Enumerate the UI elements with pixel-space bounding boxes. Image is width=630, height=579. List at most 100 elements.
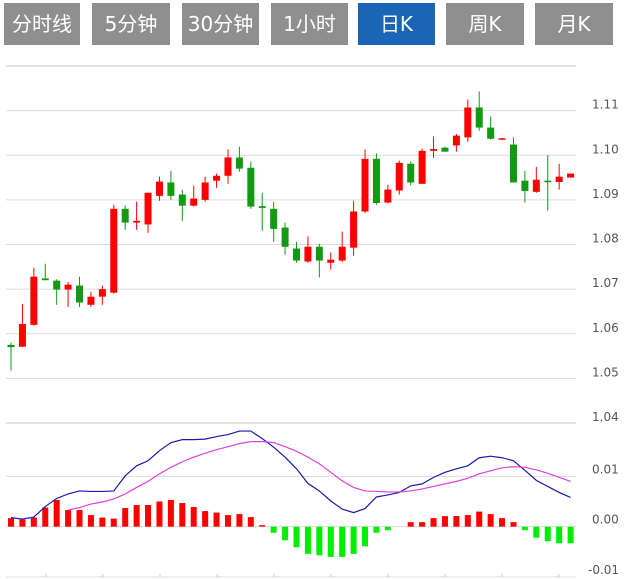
histogram-bar [556,526,563,544]
histogram-bar [487,514,494,527]
histogram-bar [384,526,391,531]
candle-up [532,179,540,192]
candle-down [53,280,61,290]
candle-down [475,107,483,128]
histogram-bar [247,517,254,527]
candle-up [567,173,575,178]
histogram-bar [42,507,49,527]
dif-line [10,430,571,520]
candle-down [293,248,300,261]
price-tick-label: 1.05 [592,365,619,379]
tab-monthly-k[interactable]: 月K [535,3,613,45]
macd-tick-label: -0.01 [588,563,619,577]
candle-up [87,296,95,305]
histogram-bar [133,505,140,527]
candle-up [144,192,152,225]
candle-down [7,344,15,348]
price-tick-label: 1.04 [592,410,619,424]
candle-down [521,180,529,191]
histogram-bar [202,511,209,527]
candle-up [98,289,106,297]
candle-up [350,211,358,248]
histogram-bar [476,511,483,527]
histogram-bar [567,526,574,544]
histogram-bar [327,526,334,557]
tab-30min[interactable]: 30分钟 [182,3,259,45]
tab-5min[interactable]: 5分钟 [92,3,170,45]
histogram-bar [339,526,346,557]
candle-up [395,162,403,191]
tab-1hour[interactable]: 1小时 [271,3,348,45]
candle-down [372,158,380,203]
histogram-bar [441,516,448,527]
histogram-bar [8,518,14,527]
histogram-bar [259,525,266,527]
histogram-bar [156,501,163,527]
candle-down [235,157,243,169]
candle-up [155,181,163,196]
histogram-bar [65,510,72,527]
candle-down [258,206,266,208]
histogram-bar [190,507,197,527]
histogram-bar [270,526,277,533]
candle-up [304,246,312,262]
candle-down [41,278,49,281]
histogram-bar [407,522,414,527]
candle-up [384,189,392,203]
histogram-bar [19,519,26,527]
histogram-bar [236,514,243,527]
price-tick-label: 1.11 [592,98,619,112]
histogram-bar [362,526,369,547]
candle-down [281,227,289,247]
tab-weekly-k[interactable]: 周K [446,3,524,45]
histogram-bar [419,522,426,527]
tab-timeshare[interactable]: 分时线 [4,3,80,45]
histogram-bar [464,515,471,527]
candle-down [315,246,323,261]
histogram-bar [179,503,186,527]
histogram-bar [453,516,460,527]
candle-down [247,167,255,207]
histogram-bar [521,526,528,531]
histogram-bar [122,508,129,527]
candle-down [407,163,415,183]
histogram-bar [316,526,323,556]
candle-down [76,285,84,303]
candle-down [544,180,552,183]
price-tick-label: 1.09 [592,187,619,201]
candle-down [441,147,449,152]
macd-histogram [8,500,574,557]
candle-up [338,246,346,261]
macd-tick-label: 0.01 [592,462,619,476]
histogram-bar [430,518,437,527]
histogram-bar [145,505,152,527]
histogram-bar [350,526,357,554]
candle-up [18,323,26,347]
macd-tick-label: 0.00 [592,513,619,527]
candle-up [418,150,426,184]
candle-up [327,259,335,263]
histogram-bar [30,517,37,527]
histogram-bar [167,500,174,527]
candle-up [133,220,141,223]
candle-up [64,284,72,290]
candle-down [487,127,495,139]
price-tick-label: 1.08 [592,232,619,246]
histogram-bar [53,500,60,527]
candle-up [430,149,438,151]
histogram-bar [510,522,517,527]
histogram-bar [533,526,540,538]
candle-up [224,157,232,176]
dea-line [67,441,571,511]
histogram-bar [544,526,551,542]
grid [6,65,576,578]
candle-up [498,138,506,140]
candle-down [270,208,278,229]
histogram-bar [213,512,220,527]
histogram-bar [99,517,106,527]
candle-up [555,176,563,183]
tab-daily-k[interactable]: 日K [358,3,435,45]
macd-lines [10,430,571,520]
candle-down [509,144,517,183]
